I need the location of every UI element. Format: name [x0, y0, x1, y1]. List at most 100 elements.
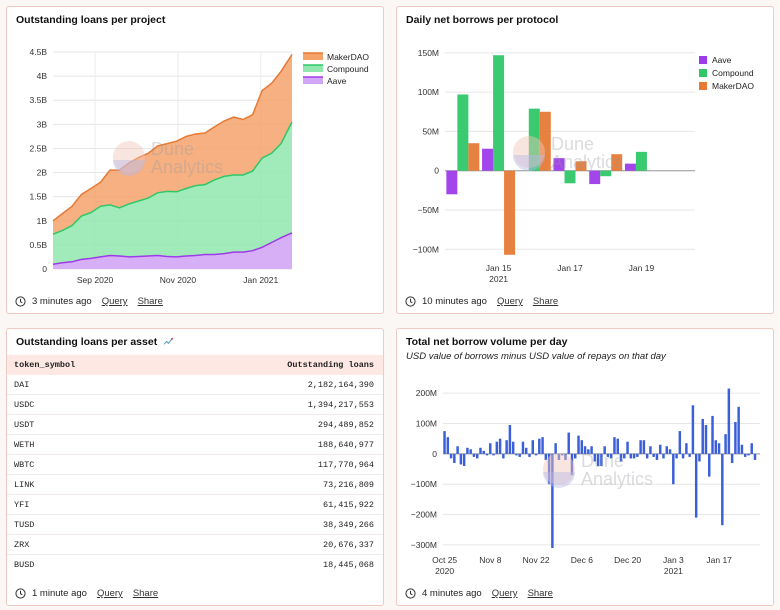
legend-swatch: [303, 53, 323, 60]
bar-net-volume: [492, 453, 495, 456]
area-aave: [53, 232, 292, 269]
watermark-text: Analytics: [581, 469, 653, 489]
line-compound: [52, 121, 293, 235]
bar-net-volume: [482, 450, 485, 454]
table-row[interactable]: USDT 294,489,852: [7, 415, 383, 435]
bar-net-volume: [583, 446, 587, 454]
share-link[interactable]: Share: [527, 588, 553, 599]
bar-net-volume: [645, 453, 649, 459]
bar-net-volume: [632, 453, 636, 459]
bar-net-volume: [518, 453, 521, 457]
bar-makerdao: [504, 170, 516, 255]
y-tick-label: 200M: [416, 388, 437, 398]
legend-label: MakerDAO: [712, 81, 754, 91]
table-row[interactable]: LINK 73,216,809: [7, 475, 383, 495]
bar-net-volume: [649, 446, 652, 454]
bar-net-volume: [740, 444, 744, 454]
bar-net-volume: [580, 440, 584, 454]
updated-time: 3 minutes ago: [32, 296, 92, 307]
y-tick-label: 0: [432, 449, 437, 459]
table-row[interactable]: USDC 1,394,217,553: [7, 395, 383, 415]
y-tick-label: 100M: [418, 87, 439, 97]
bar-net-volume: [525, 447, 528, 454]
share-link[interactable]: Share: [532, 296, 559, 307]
bar-net-volume: [685, 443, 688, 454]
bar-net-volume: [587, 449, 590, 454]
query-link[interactable]: Query: [101, 296, 128, 307]
x-tick-label: Oct 25: [432, 555, 457, 565]
bar-net-volume: [626, 441, 629, 454]
y-tick-label: 0.5B: [30, 240, 48, 250]
bar-net-volume: [515, 453, 518, 456]
bar-net-volume: [688, 453, 691, 457]
bar-net-volume: [652, 453, 655, 457]
cell-outstanding-loans: 117,770,964: [317, 459, 374, 470]
bar-net-volume: [743, 453, 747, 457]
bar-net-volume: [606, 453, 610, 457]
bar-net-volume: [590, 446, 593, 454]
bar-net-volume: [547, 453, 551, 485]
table-row[interactable]: WETH 188,640,977: [7, 435, 383, 455]
watermark-logo-icon: [113, 160, 145, 176]
query-link[interactable]: Query: [496, 296, 523, 307]
bar-net-volume: [554, 443, 557, 454]
bar-compound: [528, 108, 540, 171]
y-tick-label: 100M: [416, 419, 437, 429]
card-footer: 1 minute ago Query Share: [15, 588, 168, 599]
column-header-outstanding-loans[interactable]: Outstanding loans: [287, 360, 374, 370]
query-link[interactable]: Query: [491, 588, 518, 599]
bar-net-volume: [619, 453, 623, 462]
cell-token-symbol: USDT: [14, 419, 35, 430]
bar-net-volume: [574, 453, 577, 459]
bar-net-volume: [753, 453, 757, 460]
x-tick-label: Jan 17: [706, 555, 732, 565]
bar-net-volume: [534, 453, 538, 456]
bar-net-volume: [636, 453, 639, 457]
query-link[interactable]: Query: [96, 588, 123, 599]
bar-net-volume: [472, 453, 476, 457]
table-body: DAI 2,182,164,390 USDC 1,394,217,553 USDT 294…: [7, 375, 383, 575]
bar-net-volume: [678, 431, 682, 454]
area-compound: [53, 121, 292, 265]
clock-icon: [15, 588, 26, 599]
updated-time: 10 minutes ago: [422, 296, 487, 307]
bar-net-volume: [443, 431, 446, 454]
area-chart[interactable]: 0 0.5B 1B 1.5B 2B 2.5B 3B 3.5B 4B 4.5B Sep 2020 Nov…: [7, 7, 385, 315]
card-footer: 4 minutes ago Query Share: [405, 588, 563, 599]
bar-net-volume: [557, 453, 561, 460]
table-row[interactable]: DAI 2,182,164,390: [7, 375, 383, 395]
bar-net-volume: [508, 425, 512, 454]
table-row[interactable]: YFI 61,415,922: [7, 495, 383, 515]
table-row[interactable]: BUSD 18,445,068: [7, 555, 383, 575]
legend-label: Aave: [327, 76, 347, 86]
column-header-token-symbol[interactable]: token_symbol: [14, 360, 76, 370]
clock-icon: [405, 296, 416, 307]
bar-net-volume: [449, 453, 453, 459]
x-tick-label: Jan 17: [557, 263, 583, 273]
share-link[interactable]: Share: [137, 296, 163, 307]
table-row[interactable]: ZRX 20,676,337: [7, 535, 383, 555]
grouped-bar-chart[interactable]: −100M −50M 0 50M 100M 150M Jan 15 Jan 17 Jan 19 2…: [397, 7, 775, 315]
legend-swatch: [303, 77, 323, 84]
bar-net-volume: [505, 440, 508, 454]
cell-token-symbol: WBTC: [14, 459, 35, 470]
bar-makerdao: [539, 111, 551, 171]
y-tick-label: −100M: [413, 244, 439, 254]
y-tick-label: 3.5B: [30, 95, 48, 105]
bar-chart[interactable]: −300M −200M −100M 0 100M 200M Oct 25 Nov 8 Nov 2…: [397, 329, 775, 607]
bar-net-volume: [475, 453, 479, 459]
chart-icon: [163, 337, 174, 345]
table-row[interactable]: WBTC 117,770,964: [7, 455, 383, 475]
clock-icon: [405, 588, 416, 599]
share-link[interactable]: Share: [132, 588, 159, 599]
table-row[interactable]: TUSD 38,349,266: [7, 515, 383, 535]
bar-net-volume: [623, 453, 626, 459]
bar-net-volume: [655, 453, 659, 460]
bar-net-volume: [724, 434, 727, 454]
bar-makerdao: [468, 143, 480, 171]
x-tick-label: Dec 20: [614, 555, 641, 565]
x-year-label: 2021: [664, 566, 683, 576]
y-tick-label: −100M: [411, 479, 437, 489]
cell-outstanding-loans: 73,216,809: [322, 479, 374, 490]
